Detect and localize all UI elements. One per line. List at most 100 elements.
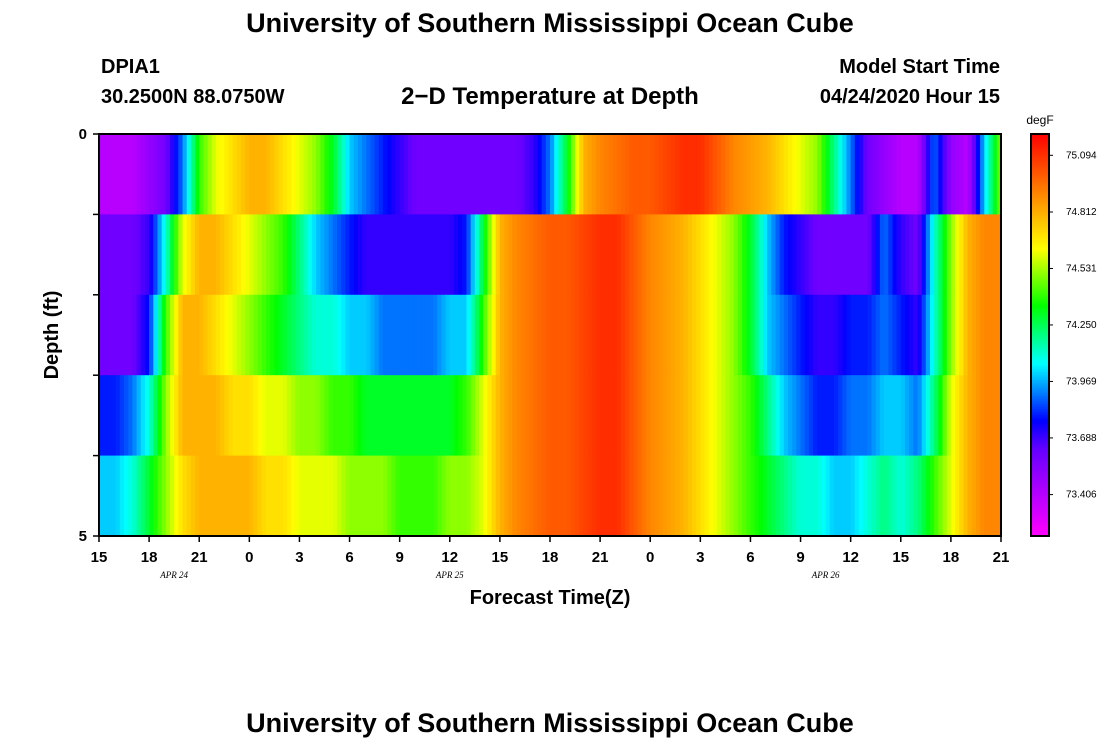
colorbar-segment <box>1031 449 1049 453</box>
heatmap-cell <box>625 375 630 457</box>
heatmap-cell <box>950 294 956 376</box>
heatmap-cell <box>813 375 818 457</box>
colorbar-segment <box>1031 531 1049 535</box>
heatmap-cell <box>203 134 209 215</box>
heatmap-cell <box>838 214 843 296</box>
heatmap-cell <box>524 214 530 296</box>
heatmap-cell <box>508 214 514 296</box>
heatmap-cell <box>679 134 685 215</box>
heatmap-cell <box>362 214 367 296</box>
heatmap-cell <box>595 294 601 376</box>
colorbar-segment <box>1031 395 1049 398</box>
heatmap-cell <box>111 375 117 457</box>
heatmap-cell <box>453 455 459 537</box>
colorbar-segment <box>1031 357 1049 360</box>
heatmap-cell <box>295 294 301 376</box>
heatmap-cell <box>904 134 910 215</box>
colorbar-segment <box>1031 180 1049 183</box>
heatmap-cell <box>299 375 305 457</box>
heatmap-cell <box>612 134 618 215</box>
heatmap-cell <box>516 375 522 457</box>
colorbar-segment <box>1031 529 1049 533</box>
colorbar-segment <box>1031 240 1049 244</box>
heatmap-cell <box>675 375 681 457</box>
heatmap-cell <box>980 294 985 376</box>
heatmap-cell <box>913 134 919 215</box>
heatmap-cell <box>808 375 814 457</box>
heatmap-cell <box>529 375 534 457</box>
heatmap-cell <box>149 294 154 376</box>
heatmap-cell <box>666 294 672 376</box>
heatmap-cell <box>374 375 380 457</box>
heatmap-cell <box>633 214 639 296</box>
colorbar-segment <box>1031 274 1049 278</box>
colorbar-segment <box>1031 250 1049 254</box>
colorbar-segment <box>1031 407 1049 410</box>
heatmap-cell <box>833 455 839 537</box>
heatmap-cell <box>190 134 196 215</box>
heatmap-cell <box>821 294 827 376</box>
heatmap-cell <box>270 455 275 537</box>
date-label: APR 25 <box>435 570 464 580</box>
heatmap-cell <box>930 455 935 537</box>
heatmap-cell <box>842 375 848 457</box>
heatmap-cell <box>575 375 580 457</box>
heatmap-cell <box>508 134 514 215</box>
heatmap-cell <box>579 134 585 215</box>
heatmap-cell <box>842 294 848 376</box>
heatmap-cell <box>487 214 493 296</box>
heatmap-cell <box>349 375 355 457</box>
heatmap-cell <box>850 214 856 296</box>
heatmap-cell <box>453 134 459 215</box>
heatmap-cell <box>215 375 221 457</box>
heatmap-cell <box>433 375 438 457</box>
heatmap-cell <box>963 375 969 457</box>
colorbar-segment <box>1031 298 1049 302</box>
colorbar-segment <box>1031 232 1049 236</box>
heatmap-cell <box>963 455 969 537</box>
heatmap-cell <box>721 214 726 296</box>
heatmap-cell <box>328 214 334 296</box>
heatmap-cell <box>725 134 731 215</box>
heatmap-cell <box>370 294 376 376</box>
x-tick-label: 12 <box>842 549 859 566</box>
heatmap-cell <box>311 134 317 215</box>
heatmap-cell <box>249 455 255 537</box>
heatmap-cell <box>261 375 267 457</box>
heatmap-cell <box>345 134 351 215</box>
heatmap-cell <box>779 134 785 215</box>
colorbar-segment <box>1031 417 1049 421</box>
heatmap-cell <box>374 134 380 215</box>
heatmap-cell <box>796 294 802 376</box>
heatmap-cell <box>833 375 839 457</box>
heatmap-cell <box>884 294 889 376</box>
colorbar-segment <box>1031 134 1049 137</box>
heatmap-cell <box>637 134 643 215</box>
heatmap-cell <box>859 375 864 457</box>
heatmap-cell <box>466 455 472 537</box>
heatmap-cell <box>771 455 777 537</box>
heatmap-cell <box>825 375 831 457</box>
heatmap-cell <box>988 134 994 215</box>
heatmap-cell <box>295 455 301 537</box>
heatmap-cell <box>629 214 635 296</box>
heatmap-cell <box>266 455 271 537</box>
colorbar-segment <box>1031 393 1049 396</box>
heatmap-cell <box>220 455 225 537</box>
colorbar-segment <box>1031 493 1049 497</box>
heatmap-cell <box>646 214 651 296</box>
colorbar-segment <box>1031 286 1049 290</box>
heatmap-cell <box>758 214 764 296</box>
heatmap-cell <box>967 134 973 215</box>
colorbar-segment <box>1031 214 1049 218</box>
heatmap-cell <box>583 294 589 376</box>
colorbar-segment <box>1031 332 1049 336</box>
heatmap-cell <box>403 294 409 376</box>
colorbar-segment <box>1031 312 1049 316</box>
heatmap-cell <box>128 375 134 457</box>
heatmap-cell <box>825 134 831 215</box>
heatmap-cell <box>737 214 743 296</box>
heatmap-cell <box>591 375 597 457</box>
heatmap-cell <box>733 134 739 215</box>
heatmap-cell <box>420 294 426 376</box>
